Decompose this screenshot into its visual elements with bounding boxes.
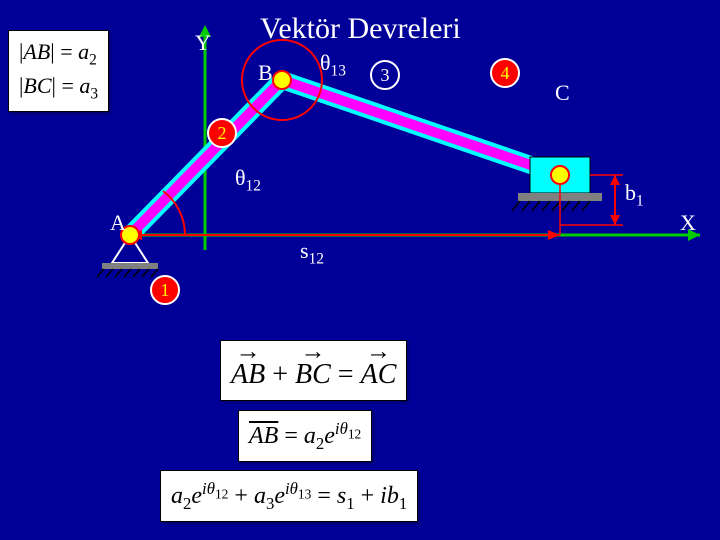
eq-loop-closure: a2eiθ12 + a3eiθ13 = s1 + ib1 bbox=[160, 470, 418, 522]
s12-label: s12 bbox=[300, 238, 324, 268]
theta13-label: θ13 bbox=[320, 50, 346, 80]
point-c-label: C bbox=[555, 80, 570, 106]
axis-y-label: Y bbox=[195, 30, 211, 56]
link-badge-3: 3 bbox=[370, 60, 400, 90]
axis-x-label: X bbox=[680, 210, 696, 236]
eq-ab-exponential: AB = a2eiθ12 bbox=[238, 410, 372, 462]
title: Vektör Devreleri bbox=[260, 12, 461, 46]
point-b-label: B bbox=[258, 60, 273, 86]
link-badge-1: 1 bbox=[150, 275, 180, 305]
theta12-label: θ12 bbox=[235, 165, 261, 195]
point-a-label: A bbox=[110, 210, 126, 236]
link-badge-4: 4 bbox=[490, 58, 520, 88]
slide-stage: Vektör Devreleri Y X A B Cθ13 θ12 s12 b1 1 2 3 4 |AB|… bbox=[0, 0, 720, 540]
eq-vector-sum: AB + BC = AC bbox=[220, 340, 407, 401]
b1-label: b1 bbox=[625, 180, 644, 210]
link-badge-2: 2 bbox=[207, 118, 237, 148]
eq-magnitudes: |AB| = a2|BC| = a3 bbox=[8, 30, 109, 112]
